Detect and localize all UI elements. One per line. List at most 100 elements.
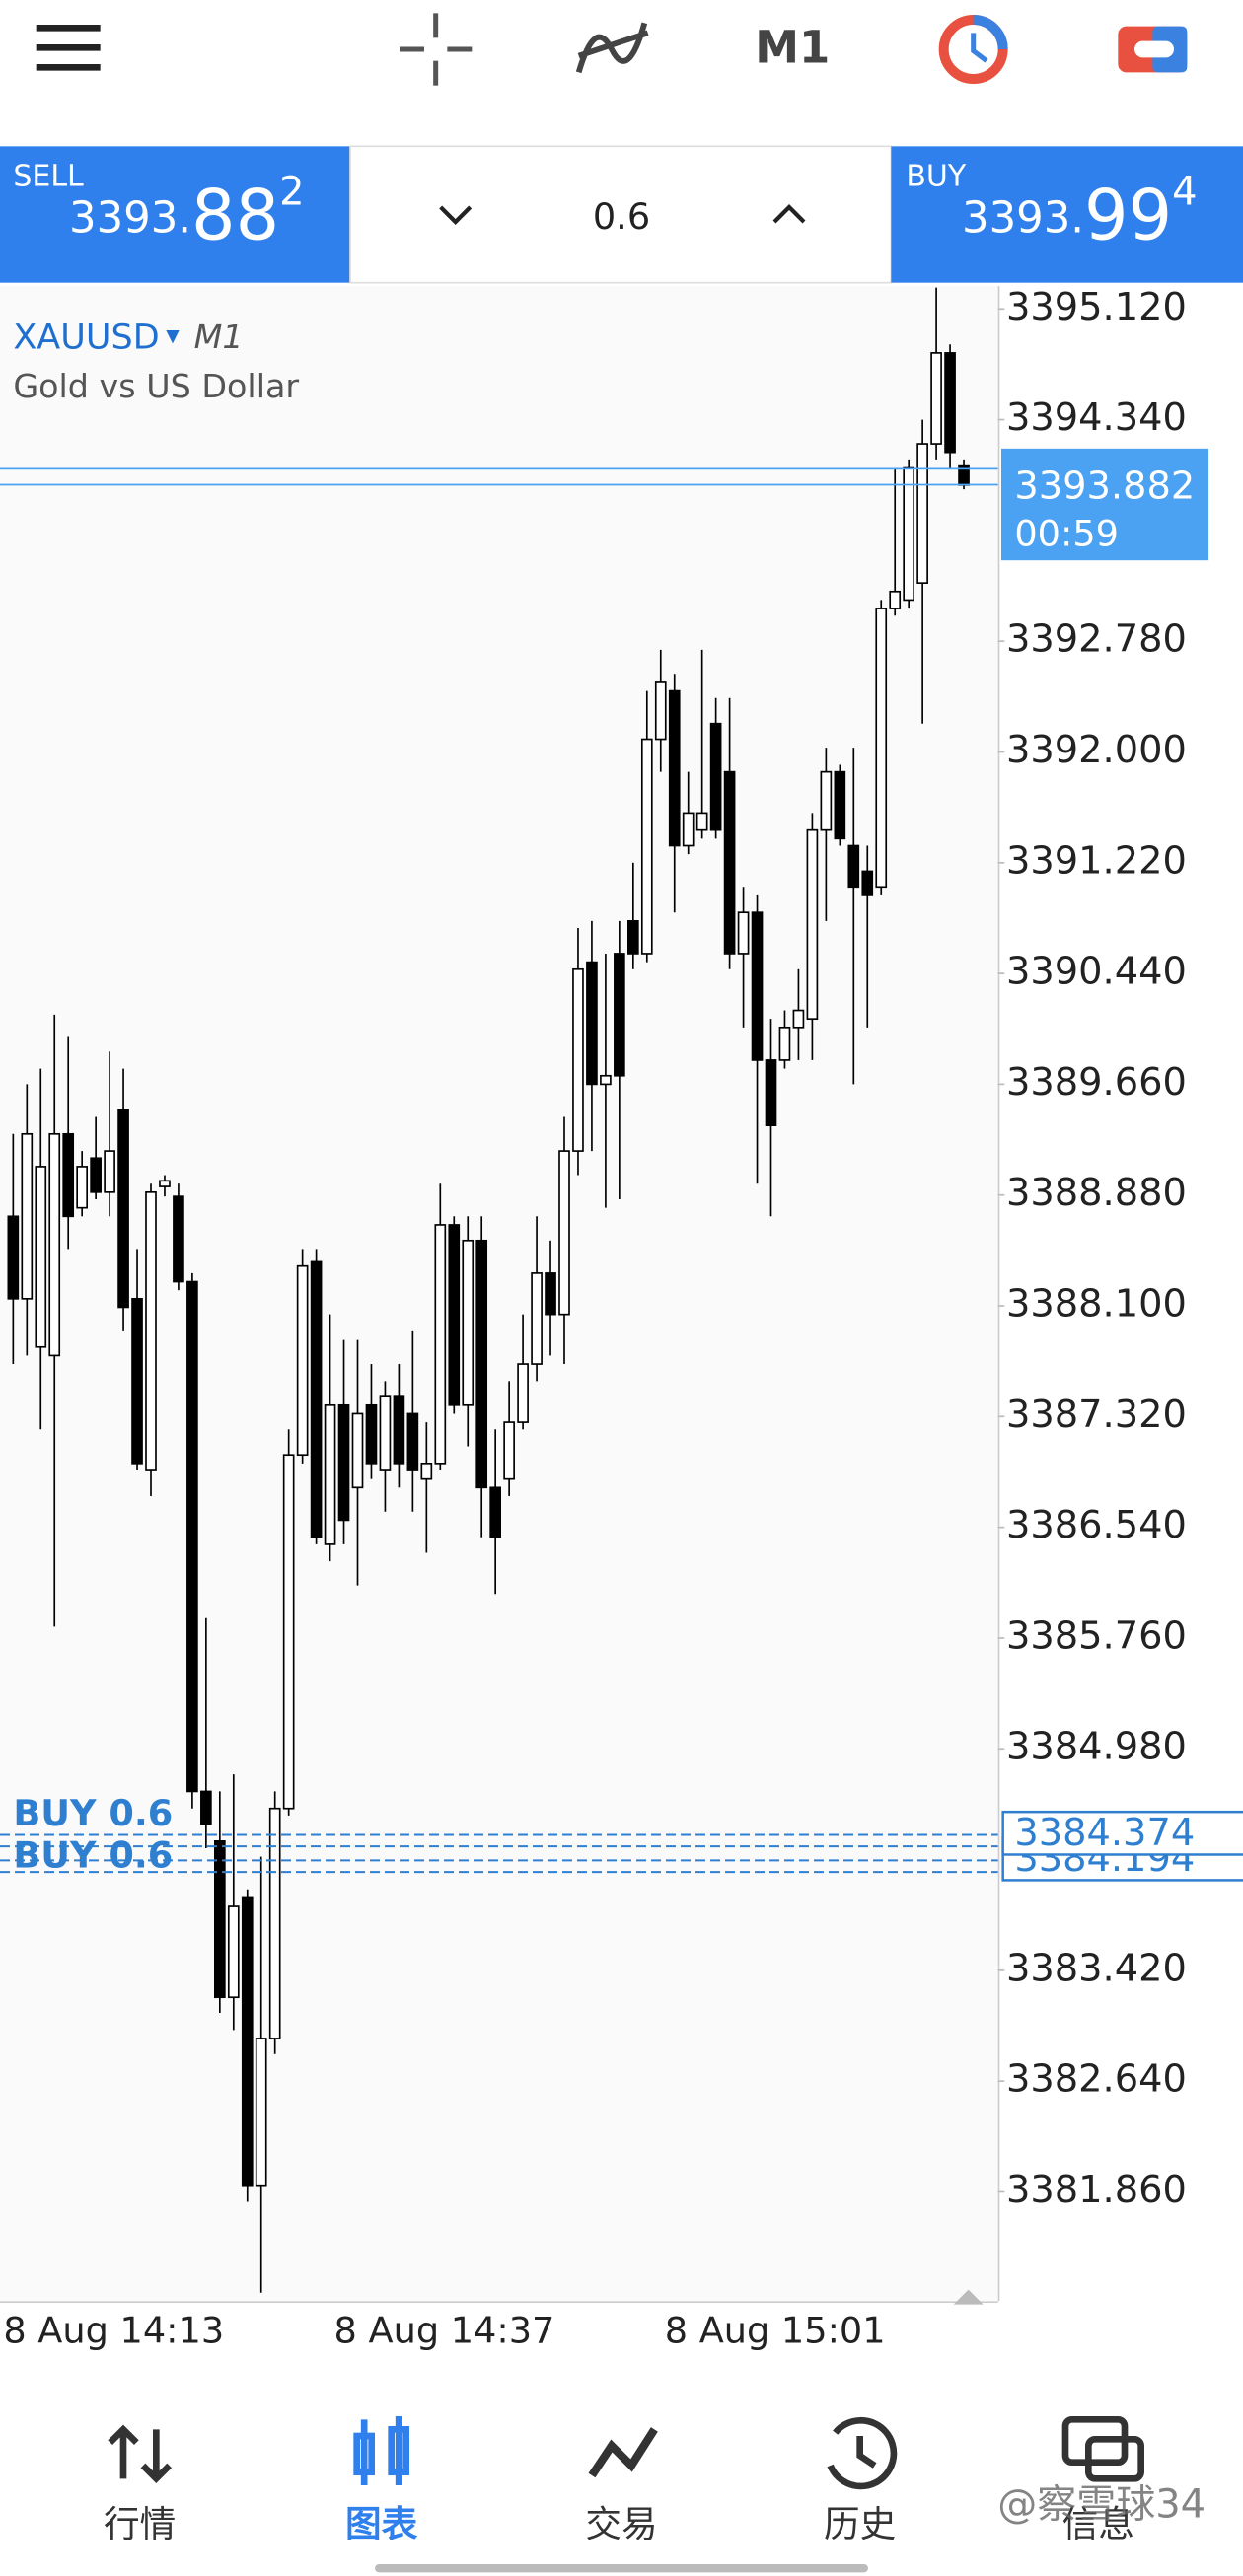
candle-body [654, 681, 667, 741]
candle-body [241, 1896, 254, 2187]
candle-body [90, 1157, 102, 1193]
order-label: BUY 0.6 [13, 1834, 173, 1877]
candle-body [76, 1166, 89, 1209]
candle-body [723, 770, 736, 955]
candle-body [255, 2038, 267, 2187]
candle-body [213, 1839, 226, 1999]
candle-body [889, 590, 902, 609]
y-tick-label: 3395.120 [1006, 285, 1187, 329]
candle-body [448, 1224, 461, 1406]
candle-body [751, 911, 764, 1061]
y-tick-label: 3384.980 [1006, 1725, 1187, 1769]
candle-body [351, 1412, 364, 1489]
y-tick-label: 3387.320 [1006, 1393, 1187, 1437]
sell-label: SELL [13, 160, 84, 194]
candle-body [765, 1059, 777, 1126]
candle-body [600, 1074, 612, 1086]
chart-timeframe: M1 [194, 318, 244, 356]
candle-body [806, 828, 819, 1021]
y-tick-label: 3392.000 [1006, 728, 1187, 772]
order-label: BUY 0.6 [13, 1792, 173, 1834]
x-tick-label: 8 Aug 14:13 [3, 2310, 224, 2352]
y-tick-label: 3385.760 [1006, 1613, 1187, 1658]
quotes-icon [108, 2424, 173, 2484]
timeframe-button[interactable]: M1 [755, 22, 830, 74]
volume-panel [349, 145, 893, 284]
candle-body [586, 961, 598, 1086]
nav-label[interactable]: 行情 [104, 2503, 176, 2545]
candle-body [159, 1180, 171, 1187]
candle-body [489, 1486, 501, 1538]
candle-body [282, 1454, 295, 1810]
nav-label[interactable]: 历史 [824, 2503, 896, 2545]
watermark: @察雪球34 [997, 2482, 1206, 2528]
candle-body [875, 608, 888, 889]
chart-area [0, 286, 998, 2302]
candle-body [117, 1109, 129, 1309]
order-price: 3384.374 [1014, 1811, 1195, 1855]
candle-body [820, 770, 833, 831]
bid-price-box [1001, 448, 1208, 561]
objects-button[interactable] [938, 15, 1008, 85]
buy-button[interactable] [891, 146, 1243, 283]
nav-label[interactable]: 图表 [345, 2503, 418, 2545]
crosshair-button[interactable] [400, 13, 473, 86]
candle-body [35, 1166, 47, 1348]
price-axis [997, 286, 1243, 2302]
candle-body [572, 967, 584, 1152]
symbol-dropdown[interactable] [166, 330, 180, 344]
candle-body [614, 953, 625, 1077]
candle-body [930, 352, 942, 445]
volume-up[interactable] [772, 204, 806, 224]
candle-body [324, 1403, 336, 1545]
y-tick-label: 3390.440 [1006, 950, 1187, 994]
buy-price-sup: 4 [1172, 170, 1197, 215]
candle-body [695, 812, 708, 831]
candle-body [393, 1395, 405, 1465]
candle-body [173, 1195, 184, 1283]
indicators-button[interactable] [575, 22, 649, 74]
candle-body [531, 1272, 543, 1365]
candle-body [916, 443, 928, 584]
candle-body [310, 1260, 323, 1538]
candle-body [792, 1009, 805, 1029]
y-tick-label: 3388.100 [1006, 1282, 1187, 1326]
buy-label: BUY [906, 160, 967, 194]
candle-body [778, 1026, 791, 1061]
plot: 3395.120 3394.340 3392.780 3392.000 3391.220… [0, 285, 1243, 2352]
trade-button[interactable] [1118, 26, 1188, 73]
candle-body [834, 770, 846, 840]
history-icon [827, 2416, 898, 2490]
candle-body [503, 1421, 515, 1480]
y-tick-label: 3381.860 [1006, 2168, 1187, 2212]
y-tick-label: 3383.420 [1006, 1946, 1187, 1990]
nav-label[interactable]: 交易 [585, 2503, 657, 2545]
nav-items: 行情 图表 交易 历史 信息 [104, 2503, 1134, 2545]
menu-button[interactable] [36, 25, 101, 71]
toolbar [0, 0, 1243, 145]
bid-price: 3393.882 [1014, 464, 1195, 508]
candle-body [682, 812, 695, 847]
candle-body [48, 1132, 61, 1357]
candle-body [737, 911, 750, 955]
buy-price-big: 99 [1084, 175, 1172, 255]
candle-body [200, 1790, 212, 1825]
candle-body [62, 1132, 75, 1218]
sell-button[interactable] [0, 146, 350, 283]
volume-value[interactable]: 0.6 [593, 195, 650, 238]
candle-body [462, 1239, 475, 1406]
chart-icon [353, 2416, 409, 2486]
candle-body [227, 1905, 240, 1999]
volume-down[interactable] [439, 205, 473, 225]
candle-body [861, 870, 874, 896]
candle-body [434, 1224, 447, 1465]
home-indicator [375, 2564, 868, 2573]
candle-body [640, 738, 653, 955]
scroll-button[interactable] [953, 2289, 984, 2305]
nav-label[interactable]: 信息 [1062, 2503, 1134, 2545]
candle-body [131, 1297, 143, 1465]
countdown: 00:59 [1014, 513, 1119, 555]
symbol: XAUUSD [13, 318, 159, 357]
candle-body [668, 689, 681, 847]
